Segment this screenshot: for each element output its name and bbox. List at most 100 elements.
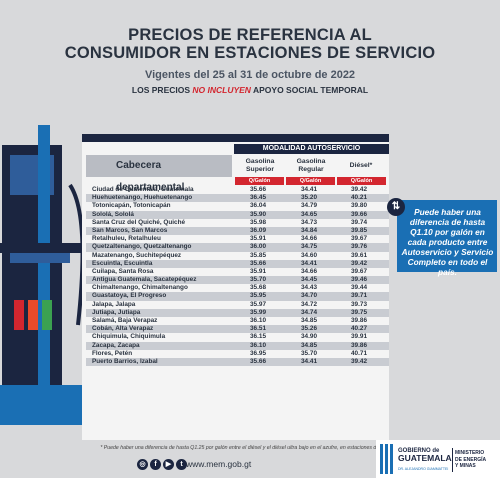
table-row: Santa Cruz del Quiché, Quiché 35.98 34.73 3… bbox=[86, 219, 389, 227]
dep-name: Mazatenango, Suchitepéquez bbox=[92, 251, 182, 259]
price-superior: 35.66 bbox=[250, 259, 266, 267]
price-regular: 34.84 bbox=[301, 226, 317, 234]
price-regular: 34.45 bbox=[301, 276, 317, 284]
logo-line2: GUATEMALA bbox=[398, 453, 452, 463]
column-header-departamento: Cabecera departamental bbox=[86, 155, 232, 193]
table-row: Guastatoya, El Progreso 35.95 34.70 39.71 bbox=[86, 292, 389, 301]
price-superior: 35.99 bbox=[250, 308, 266, 316]
fuel-pump-illustration bbox=[0, 125, 95, 425]
price-diesel: 40.71 bbox=[351, 349, 367, 357]
dep-name: Quetzaltenango, Quetzaltenango bbox=[92, 243, 192, 251]
price-regular: 34.66 bbox=[301, 267, 317, 275]
ministry-line3: Y MINAS bbox=[455, 463, 476, 469]
price-regular: 34.43 bbox=[301, 284, 317, 292]
price-superior: 36.15 bbox=[250, 333, 266, 341]
price-regular: 34.41 bbox=[301, 186, 317, 193]
notice-red: NO INCLUYEN bbox=[192, 85, 251, 95]
price-superior: 35.97 bbox=[250, 300, 266, 308]
table-row: Jutiapa, Jutiapa 35.99 34.74 39.75 bbox=[86, 308, 389, 317]
price-regular: 34.74 bbox=[301, 308, 317, 316]
instagram-icon[interactable]: ◎ bbox=[137, 458, 148, 470]
price-regular: 34.70 bbox=[301, 292, 317, 300]
dep-name: Totonicapán, Totonicapán bbox=[92, 202, 171, 210]
price-superior: 36.04 bbox=[250, 202, 266, 210]
dep-name: Chiquimula, Chiquimula bbox=[92, 333, 166, 341]
price-superior: 35.70 bbox=[250, 276, 266, 284]
page-title-line1: PRECIOS DE REFERENCIA AL bbox=[128, 26, 372, 44]
price-regular: 34.41 bbox=[301, 259, 317, 267]
logo-divider bbox=[452, 448, 453, 472]
price-diesel: 39.86 bbox=[351, 341, 367, 349]
dep-name: Flores, Petén bbox=[92, 349, 133, 357]
price-regular: 34.65 bbox=[301, 210, 317, 218]
price-superior: 36.51 bbox=[250, 325, 266, 333]
column-header-diesel: Diésel* bbox=[349, 162, 373, 169]
dep-name: Santa Cruz del Quiché, Quiché bbox=[92, 218, 186, 226]
dep-name: Huehuetenango, Huehuetenango bbox=[92, 194, 193, 202]
price-superior: 35.91 bbox=[250, 267, 266, 275]
table-row: Flores, Petén 36.95 35.70 40.71 bbox=[86, 350, 389, 358]
table-row: San Marcos, San Marcos 36.09 34.84 39.85 bbox=[86, 226, 389, 236]
dep-name: Cuilapa, Santa Rosa bbox=[92, 267, 154, 275]
price-table: MODALIDAD AUTOSERVICIO Cabecera departam… bbox=[82, 134, 389, 440]
table-row: Retalhuleu, Retalhuleu 35.91 34.66 39.67 bbox=[86, 235, 389, 243]
ministry-line1: MINISTERIO bbox=[455, 450, 485, 456]
price-superior: 36.00 bbox=[250, 243, 266, 251]
table-row: Chiquimula, Chiquimula 36.15 34.90 39.91 bbox=[86, 333, 389, 341]
price-regular: 34.60 bbox=[301, 251, 317, 259]
guatemala-emblem-icon bbox=[380, 444, 393, 474]
table-row: Puerto Barrios, Izabal 35.66 34.41 39.42 bbox=[86, 357, 389, 367]
price-diesel: 39.67 bbox=[351, 267, 367, 275]
table-row: Cuilapa, Santa Rosa 35.91 34.66 39.67 bbox=[86, 268, 389, 276]
price-diesel: 40.21 bbox=[351, 194, 367, 202]
price-superior: 35.66 bbox=[250, 357, 266, 365]
dep-name: San Marcos, San Marcos bbox=[92, 226, 168, 234]
price-regular: 34.72 bbox=[301, 300, 317, 308]
price-superior: 36.45 bbox=[250, 194, 266, 202]
dep-name: Salamá, Baja Verapaz bbox=[92, 317, 158, 324]
footnote: * Puede haber una diferencia de hasta Q1… bbox=[100, 445, 400, 451]
website-link[interactable]: www.mem.gob.gt bbox=[186, 459, 252, 469]
youtube-icon[interactable]: ▶ bbox=[163, 458, 174, 470]
dep-name: Antigua Guatemala, Sacatepéquez bbox=[92, 276, 197, 284]
price-regular: 35.26 bbox=[301, 325, 317, 333]
price-regular: 35.20 bbox=[301, 194, 317, 202]
price-diesel: 39.80 bbox=[351, 202, 367, 210]
table-row: Totonicapán, Totonicapán 36.04 34.79 39.80 bbox=[86, 202, 389, 210]
price-superior: 36.95 bbox=[250, 349, 266, 357]
table-row: Escuintla, Escuintla 35.66 34.41 39.42 bbox=[86, 259, 389, 268]
price-superior: 35.95 bbox=[250, 292, 266, 300]
price-diesel: 39.74 bbox=[351, 218, 367, 226]
price-superior: 35.68 bbox=[250, 284, 266, 292]
dep-name: Jalapa, Jalapa bbox=[92, 300, 136, 308]
price-regular: 34.90 bbox=[301, 333, 317, 341]
unit-label-diesel: Q/Galón bbox=[337, 177, 386, 185]
difference-callout: ⇅ Puede haber una diferencia de hasta Q1… bbox=[387, 198, 497, 277]
price-superior: 35.91 bbox=[250, 235, 266, 243]
price-diesel: 39.91 bbox=[351, 333, 367, 341]
twitter-icon[interactable]: t bbox=[176, 458, 187, 470]
column-header-regular: Gasolina Regular bbox=[296, 158, 326, 173]
table-row: Jalapa, Jalapa 35.97 34.72 39.73 bbox=[86, 301, 389, 309]
facebook-icon[interactable]: f bbox=[150, 458, 161, 470]
dep-name: Retalhuleu, Retalhuleu bbox=[92, 235, 161, 243]
table-row: Cobán, Alta Verapaz 36.51 35.26 40.27 bbox=[86, 325, 389, 334]
unit-label-regular: Q/Galón bbox=[286, 177, 335, 185]
price-superior: 36.09 bbox=[250, 226, 266, 234]
dep-name: Puerto Barrios, Izabal bbox=[92, 357, 158, 365]
dep-name: Ciudad de Guatemala, Guatemala bbox=[92, 186, 194, 193]
price-regular: 34.66 bbox=[301, 235, 317, 243]
unit-label-superior: Q/Galón bbox=[235, 177, 284, 185]
price-diesel: 39.71 bbox=[351, 292, 367, 300]
table-top-band bbox=[82, 134, 389, 142]
header: PRECIOS DE REFERENCIA AL CONSUMIDOR EN E… bbox=[0, 0, 500, 130]
column-header-superior: Gasolina Superior bbox=[245, 158, 275, 173]
dep-name: Chimaltenango, Chimaltenango bbox=[92, 284, 188, 292]
price-superior: 36.10 bbox=[250, 317, 266, 324]
table-row: Huehuetenango, Huehuetenango 36.45 35.20 40… bbox=[86, 194, 389, 203]
notice: LOS PRECIOS NO INCLUYEN APOYO SOCIAL TEM… bbox=[0, 85, 500, 95]
table-row: Chimaltenango, Chimaltenango 35.68 34.43 39… bbox=[86, 284, 389, 292]
price-diesel: 39.42 bbox=[351, 186, 367, 193]
price-superior: 35.85 bbox=[250, 251, 266, 259]
price-regular: 34.75 bbox=[301, 243, 317, 251]
